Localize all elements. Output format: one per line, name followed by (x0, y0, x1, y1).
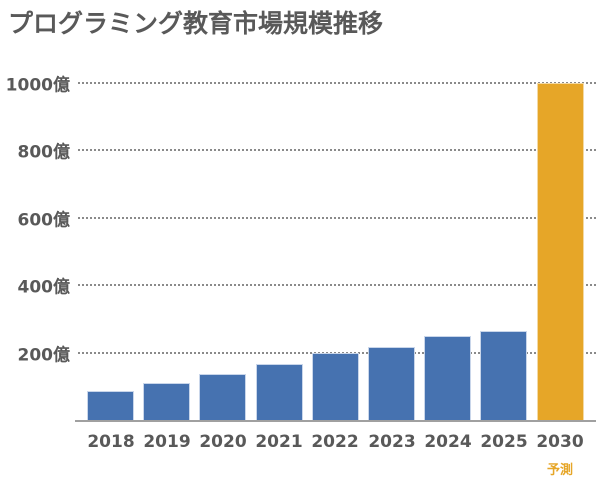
x-tick-label: 2025 (480, 432, 528, 452)
y-tick-label: 200億 (17, 345, 71, 366)
gridline-600 (78, 217, 596, 219)
x-tick-label: 2021 (255, 432, 303, 452)
gridline-1000 (78, 82, 596, 84)
x-tick-label: 2022 (311, 432, 359, 452)
bar-2024 (424, 336, 471, 421)
bar-2023 (368, 347, 415, 421)
bar-2021 (256, 364, 303, 421)
x-axis-line (75, 420, 596, 422)
gridline-400 (78, 284, 596, 286)
y-tick-label: 800億 (17, 142, 71, 163)
bar-2018 (87, 391, 134, 421)
x-tick-label: 2018 (87, 432, 135, 452)
bar-2020 (199, 374, 246, 421)
bar-2030 (537, 83, 584, 421)
y-tick-label: 400億 (17, 277, 71, 298)
x-tick-label: 2023 (368, 432, 416, 452)
y-tick-label: 1000億 (5, 75, 70, 96)
forecast-note: 予測 (546, 463, 573, 478)
x-tick-label: 2030 (536, 432, 584, 452)
x-tick-label: 2020 (199, 432, 247, 452)
x-tick-label: 2019 (143, 432, 191, 452)
bar-2025 (480, 331, 527, 421)
chart-title: プログラミング教育市場規模推移 (8, 9, 384, 38)
gridline-800 (78, 149, 596, 151)
y-tick-label: 600億 (17, 210, 71, 231)
bar-2019 (143, 383, 190, 421)
bar-2022 (312, 353, 359, 421)
x-tick-label: 2024 (424, 432, 472, 452)
